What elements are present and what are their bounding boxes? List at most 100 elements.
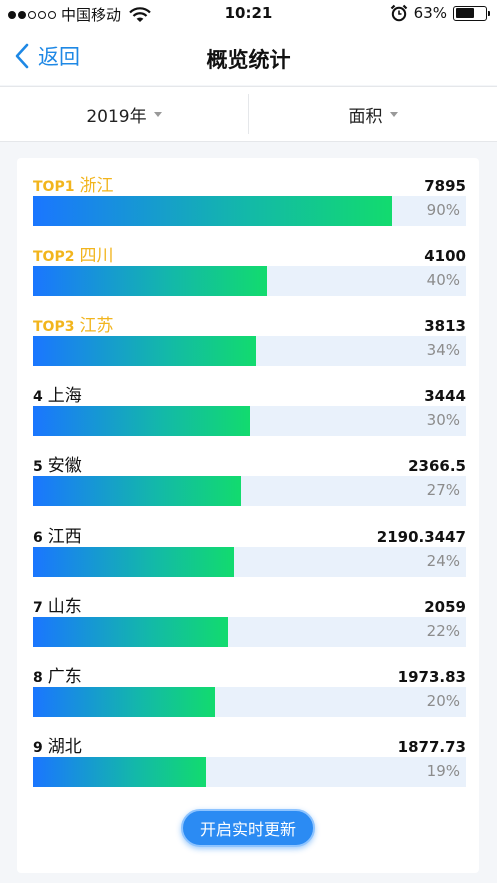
area-value: 4100 xyxy=(424,247,466,265)
progress-track: 20% xyxy=(33,687,466,717)
status-left: 中国移动 xyxy=(8,4,151,25)
area-value: 2059 xyxy=(424,598,466,616)
status-bar: 中国移动 10:21 63% xyxy=(0,0,497,28)
progress-track: 90% xyxy=(33,196,466,226)
area-value: 1973.83 xyxy=(397,668,466,686)
progress-track: 22% xyxy=(33,617,466,647)
filter-bar: 2019年 面积 xyxy=(0,86,497,142)
ranking-row-header: 8 广东 1973.83 xyxy=(33,662,466,687)
battery-fill xyxy=(455,8,474,18)
ranking-row: TOP2 四川 4100 40% xyxy=(33,241,466,303)
percent-label: 27% xyxy=(426,481,460,499)
province-name: 安徽 xyxy=(47,456,82,476)
rank-number: 9 xyxy=(33,740,43,756)
signal-dot xyxy=(48,10,56,19)
area-value: 1877.73 xyxy=(397,738,466,756)
back-button[interactable]: 返回 xyxy=(14,41,80,71)
year-filter-label: 2019年 xyxy=(86,106,147,127)
rank-number: 7 xyxy=(33,600,43,616)
progress-fill xyxy=(33,757,207,787)
rank-number: TOP2 xyxy=(33,249,75,265)
progress-fill xyxy=(33,617,228,647)
progress-fill xyxy=(33,336,256,366)
metric-filter-dropdown[interactable]: 面积 xyxy=(249,102,497,127)
percent-label: 30% xyxy=(426,411,460,429)
progress-track: 40% xyxy=(33,266,466,296)
wifi-icon xyxy=(129,6,151,22)
province-name: 四川 xyxy=(79,246,114,266)
signal-dot xyxy=(18,10,26,19)
progress-track: 34% xyxy=(33,336,466,366)
province-name: 江西 xyxy=(47,527,82,547)
area-value: 7895 xyxy=(424,177,466,195)
alarm-clock-icon xyxy=(390,4,407,22)
status-time: 10:21 xyxy=(224,4,273,22)
province-name: 广东 xyxy=(47,667,82,687)
ranking-row-header: TOP3 江苏 3813 xyxy=(33,311,466,336)
progress-track: 19% xyxy=(33,757,466,787)
signal-dot xyxy=(38,10,46,19)
percent-label: 40% xyxy=(426,271,460,289)
enable-live-update-button[interactable]: 开启实时更新 xyxy=(181,809,315,847)
signal-strength-icon xyxy=(8,10,56,19)
carrier-name: 中国移动 xyxy=(61,6,122,24)
progress-fill xyxy=(33,687,215,717)
signal-dot xyxy=(8,10,16,19)
ranking-row-header: 6 江西 2190.3447 xyxy=(33,522,466,547)
ranking-row: TOP1 浙江 7895 90% xyxy=(33,171,466,233)
rank-number: 5 xyxy=(33,459,43,475)
progress-fill xyxy=(33,547,235,577)
progress-fill xyxy=(33,476,241,506)
metric-filter-label: 面积 xyxy=(348,106,383,127)
area-value: 3813 xyxy=(424,317,466,335)
ranking-row: 6 江西 2190.3447 24% xyxy=(33,522,466,584)
ranking-row-header: 7 山东 2059 xyxy=(33,592,466,617)
province-name: 湖北 xyxy=(47,737,82,757)
back-label: 返回 xyxy=(38,45,80,69)
ranking-card: 开启实时更新 TOP1 浙江 7895 90% TOP2 四川 4100 40% TOP3 江苏 3… xyxy=(17,158,479,873)
area-value: 3444 xyxy=(424,387,466,405)
caret-down-icon xyxy=(389,111,398,117)
progress-track: 27% xyxy=(33,476,466,506)
province-name: 浙江 xyxy=(79,176,114,196)
nav-bar: 返回 概览统计 xyxy=(0,28,497,85)
status-right: 63% xyxy=(390,4,490,22)
progress-fill xyxy=(33,196,393,226)
rank-number: 8 xyxy=(33,670,43,686)
rank-number: TOP1 xyxy=(33,179,75,195)
ranking-row: 9 湖北 1877.73 19% xyxy=(33,732,466,794)
percent-label: 34% xyxy=(426,341,460,359)
area-value: 2366.5 xyxy=(408,457,466,475)
area-value: 2190.3447 xyxy=(376,528,466,546)
rank-number: TOP3 xyxy=(33,319,75,335)
progress-track: 24% xyxy=(33,547,466,577)
caret-down-icon xyxy=(153,111,162,117)
ranking-row-header: TOP2 四川 4100 xyxy=(33,241,466,266)
progress-fill xyxy=(33,266,267,296)
year-filter-dropdown[interactable]: 2019年 xyxy=(0,102,248,127)
percent-label: 22% xyxy=(426,622,460,640)
ranking-row: TOP3 江苏 3813 34% xyxy=(33,311,466,373)
ranking-row-header: TOP1 浙江 7895 xyxy=(33,171,466,196)
ranking-row-header: 5 安徽 2366.5 xyxy=(33,451,466,476)
percent-label: 24% xyxy=(426,552,460,570)
rank-number: 4 xyxy=(33,389,43,405)
ranking-row: 4 上海 3444 30% xyxy=(33,381,466,443)
battery-icon xyxy=(453,5,490,21)
province-name: 山东 xyxy=(47,597,82,617)
rank-number: 6 xyxy=(33,530,43,546)
ranking-row: 5 安徽 2366.5 27% xyxy=(33,451,466,513)
battery-percent: 63% xyxy=(413,4,447,22)
page-title: 概览统计 xyxy=(206,48,291,72)
signal-dot xyxy=(28,10,36,19)
province-name: 上海 xyxy=(47,386,82,406)
ranking-row-header: 9 湖北 1877.73 xyxy=(33,732,466,757)
percent-label: 20% xyxy=(426,692,460,710)
ranking-row: 8 广东 1973.83 20% xyxy=(33,662,466,724)
progress-track: 30% xyxy=(33,406,466,436)
province-name: 江苏 xyxy=(79,316,114,336)
ranking-row: 7 山东 2059 22% xyxy=(33,592,466,654)
filter-divider xyxy=(248,94,249,134)
progress-fill xyxy=(33,406,250,436)
ranking-row-header: 4 上海 3444 xyxy=(33,381,466,406)
